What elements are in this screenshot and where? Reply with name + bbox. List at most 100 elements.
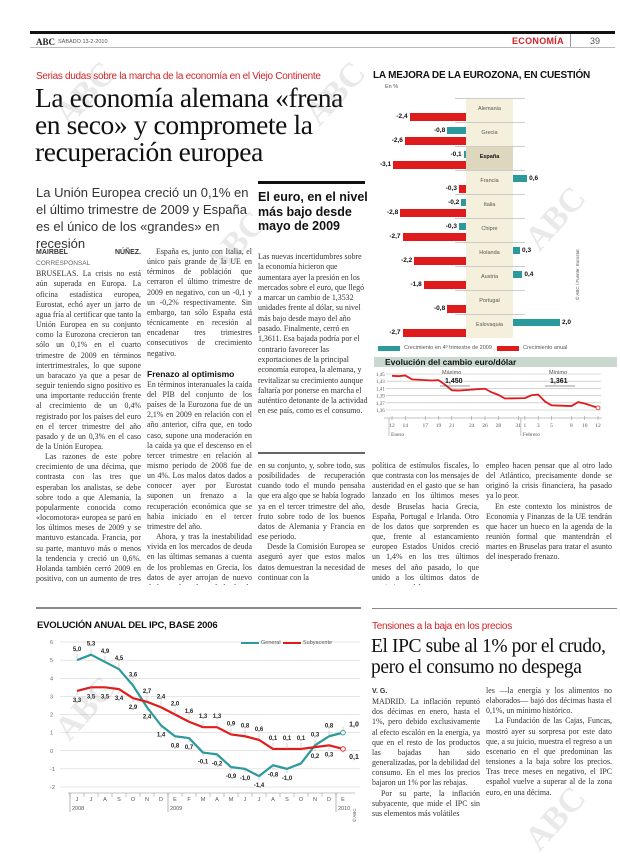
ipc-year-label: 2008 xyxy=(72,806,84,812)
legend-swatch-general xyxy=(241,642,259,644)
ipc-value-label: 0,3 xyxy=(311,732,320,738)
ipc-value-label: 4,5 xyxy=(115,656,124,662)
ipc-value-label: -1,0 xyxy=(282,776,293,782)
fx-max-value: 1,450 xyxy=(445,378,463,385)
ipc-value-label: 1,4 xyxy=(157,732,166,738)
ipc-month-label: M xyxy=(229,797,234,803)
fx-x-tick-label: 24 xyxy=(469,423,475,429)
ipc-month-label: E xyxy=(173,797,177,803)
fx-x-tick-label: 31 xyxy=(516,423,522,429)
ipc-value-label: 0,8 xyxy=(171,743,180,749)
paragraph: les —la energía y los alimentos no elabo… xyxy=(486,686,612,716)
ipc-value-label: 1,6 xyxy=(185,709,194,715)
ipc-y-tick-label: 6 xyxy=(50,640,53,646)
ipc-year-label: 2009 xyxy=(170,806,182,812)
ipc-y-tick-label: -1 xyxy=(50,767,55,773)
ipc-value-label: -1,0 xyxy=(240,776,251,782)
ipc-value-label: 3,3 xyxy=(73,698,82,704)
fx-x-tick-label: 1 xyxy=(524,423,527,429)
fx-y-tick-label: 1,45 xyxy=(376,373,385,378)
ipc-kicker: Tensiones a la baja en los precios xyxy=(372,621,512,632)
ipc-month-label: S xyxy=(285,797,289,803)
paragraph: La Fundación de las Cajas, Funcas, mostr… xyxy=(486,716,612,797)
ipc-column-b: les —la energía y los alimentos no elabo… xyxy=(486,686,612,816)
ipc-chart-source: © ABC xyxy=(352,808,357,822)
ipc-month-label: A xyxy=(215,797,219,803)
fx-y-tick-label: 1,36 xyxy=(376,409,385,414)
fx-last-point-marker xyxy=(596,406,600,410)
ipc-chart-title: EVOLUCIÓN ANUAL DEL IPC, BASE 2006 xyxy=(37,620,217,631)
fx-y-tick-label: 1,39 xyxy=(376,395,385,400)
fx-x-tick-label: 17 xyxy=(422,423,428,429)
ipc-value-label: 5,3 xyxy=(87,642,96,648)
ipc-article-rule xyxy=(372,608,617,609)
legend-label-general: General xyxy=(261,640,281,646)
ipc-value-label: 0,7 xyxy=(185,745,194,751)
ipc-y-tick-label: 1 xyxy=(50,731,53,737)
ipc-month-label: J xyxy=(90,797,93,803)
ipc-month-label: J xyxy=(258,797,261,803)
ipc-value-label: 0,3 xyxy=(325,752,334,758)
ipc-value-label: 1,0 xyxy=(349,722,359,729)
byline-name: V. G. xyxy=(372,688,387,695)
ipc-month-label: S xyxy=(117,797,121,803)
fx-x-tick-label: 26 xyxy=(482,423,488,429)
ipc-month-label: A xyxy=(271,797,275,803)
ipc-value-label: 3,6 xyxy=(129,673,138,679)
headline-line: El IPC sube al 1% por el crudo, xyxy=(371,636,606,657)
fx-month-label: Febrero xyxy=(523,432,540,438)
ipc-year-label: 2010 xyxy=(338,806,350,812)
ipc-y-tick-label: 5 xyxy=(50,658,53,664)
fx-x-tick-label: 12 xyxy=(389,423,395,429)
ipc-value-label: 0,9 xyxy=(227,721,236,727)
ipc-value-label: 2,4 xyxy=(157,694,166,700)
ipc-value-label: 0,2 xyxy=(311,754,320,760)
ipc-month-label: D xyxy=(159,797,163,803)
fx-y-tick-label: 1,37 xyxy=(376,402,385,407)
ipc-value-label: 0,6 xyxy=(255,727,264,733)
ipc-value-label: 0,8 xyxy=(241,723,250,729)
ipc-month-label: J xyxy=(76,797,79,803)
fx-x-tick-label: 8 xyxy=(570,423,573,429)
fx-x-tick-label: 28 xyxy=(496,423,502,429)
fx-x-tick-label: 19 xyxy=(436,423,442,429)
ipc-value-label: 0,1 xyxy=(283,736,292,742)
ipc-month-label: O xyxy=(131,797,136,803)
ipc-chart-rule xyxy=(36,607,361,609)
ipc-series-line-general xyxy=(77,655,343,776)
fx-month-label: Enero xyxy=(391,432,404,438)
legend-label-subyacente: Subyacente xyxy=(303,640,332,646)
ipc-value-label: 2,7 xyxy=(143,689,152,695)
headline-line: pero el consumo no despega xyxy=(371,657,606,678)
fx-min-label: Mínimo xyxy=(549,370,567,376)
ipc-value-label: -1,4 xyxy=(254,783,265,789)
ipc-value-label: 2,9 xyxy=(129,705,138,711)
ipc-value-label: -0,9 xyxy=(226,774,237,780)
paragraph: MADRID. La inflación repuntó dos décimas… xyxy=(372,697,480,788)
ipc-y-tick-label: 0 xyxy=(50,749,53,755)
ipc-value-label: -0,1 xyxy=(198,760,209,766)
fx-x-tick-label: 5 xyxy=(550,423,553,429)
ipc-value-label: -0,2 xyxy=(212,761,223,767)
fx-x-tick-label: 21 xyxy=(449,423,455,429)
ipc-y-tick-label: 2 xyxy=(50,713,53,719)
legend-swatch-subyacente xyxy=(283,642,301,644)
ipc-month-label: J xyxy=(244,797,247,803)
ipc-month-label: D xyxy=(327,797,331,803)
ipc-value-label: 0,1 xyxy=(297,736,306,742)
ipc-month-label: O xyxy=(299,797,304,803)
ipc-value-label: 1,3 xyxy=(213,714,222,720)
paragraph: Por su parte, la inflación subyacente, q… xyxy=(372,789,480,816)
fx-y-tick-label: 1,41 xyxy=(376,387,385,392)
fx-y-tick-label: 1,43 xyxy=(376,380,385,385)
fx-min-value: 1,361 xyxy=(550,378,568,385)
ipc-value-label: 0,1 xyxy=(349,754,359,761)
ipc-value-label: 2,4 xyxy=(143,714,152,720)
ipc-value-label: 0,8 xyxy=(325,723,334,729)
fx-x-tick-label: 14 xyxy=(403,423,409,429)
ipc-value-label: -0,8 xyxy=(268,772,279,778)
ipc-value-label: 4,9 xyxy=(101,649,110,655)
ipc-value-label: 3,5 xyxy=(87,694,96,700)
ipc-y-tick-label: 4 xyxy=(50,676,53,682)
ipc-value-label: 5,0 xyxy=(73,647,82,653)
